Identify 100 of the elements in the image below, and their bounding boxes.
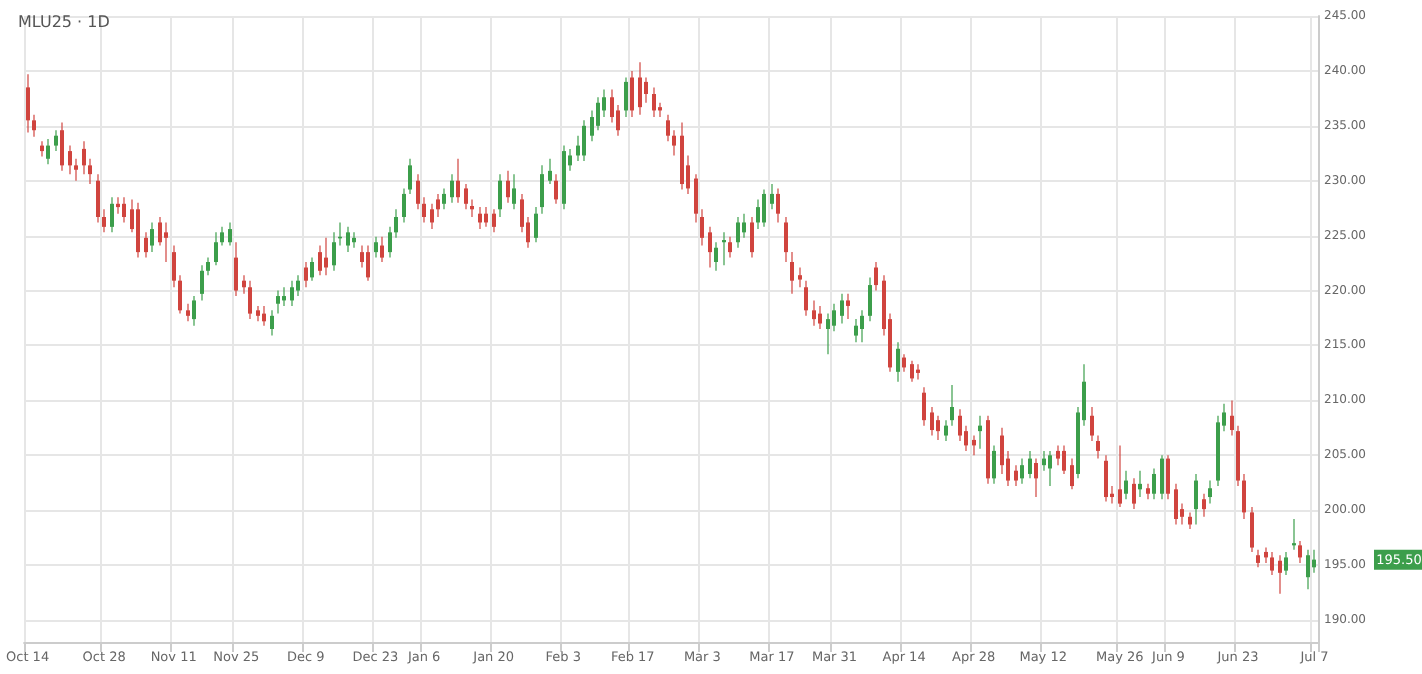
candlestick (96, 173, 100, 224)
candlestick (944, 419, 948, 442)
candlestick (1104, 454, 1108, 503)
candlestick (136, 202, 140, 259)
chart-title: MLU25 · 1D (18, 13, 110, 31)
candlestick (750, 216, 754, 259)
candlestick (54, 129, 58, 152)
candlestick (26, 73, 30, 134)
candlestick (1056, 444, 1060, 466)
candlestick (1160, 454, 1164, 500)
candlestick (854, 318, 858, 343)
candlestick (658, 102, 662, 118)
candlestick (728, 236, 732, 259)
candlestick (290, 280, 294, 307)
candlestick (638, 61, 642, 116)
candlestick (68, 144, 72, 175)
candlestick (860, 309, 864, 343)
candlestick (442, 187, 446, 210)
candlestick (1208, 479, 1212, 505)
candlestick (1312, 549, 1316, 574)
candlestick (1270, 551, 1274, 576)
candlestick (116, 196, 120, 215)
candlestick (582, 119, 586, 162)
candlestick (540, 164, 544, 215)
candlestick (630, 70, 634, 118)
candlestick (1132, 477, 1136, 510)
candlestick (1174, 483, 1178, 526)
candlestick (736, 216, 740, 249)
candlestick (874, 261, 878, 292)
candlestick (1034, 457, 1038, 498)
candlestick (234, 241, 238, 297)
candlestick (868, 276, 872, 322)
candlestick (1152, 467, 1156, 500)
candlestick (554, 173, 558, 205)
candlestick (248, 280, 252, 320)
candlestick (360, 244, 364, 269)
candlestick (456, 158, 460, 204)
candlestick (214, 231, 218, 266)
candlestick (512, 173, 516, 210)
candlestick (346, 226, 350, 253)
candlestick (784, 216, 788, 263)
candlestick (936, 415, 940, 441)
candlestick (1202, 493, 1206, 518)
candlestick (1062, 444, 1066, 475)
candlestick (318, 244, 322, 276)
candlestick (366, 244, 370, 282)
candlestick (652, 86, 656, 118)
candlestick (1250, 506, 1254, 553)
candlestick (484, 206, 488, 228)
candlestick (1020, 457, 1024, 485)
candlestick (1048, 450, 1052, 487)
candlestick (910, 360, 914, 383)
candlestick (1096, 434, 1100, 460)
candlestick (1146, 483, 1150, 500)
candlestick (228, 221, 232, 247)
candlestick (192, 295, 196, 327)
candlestick (262, 305, 266, 327)
candlestick (548, 158, 552, 185)
candlestick (930, 406, 934, 437)
candlestick (464, 183, 468, 210)
candlestick (1278, 554, 1282, 595)
candlestick (256, 305, 260, 322)
candlestick (1124, 470, 1128, 500)
candlestick (992, 444, 996, 485)
candlestick (714, 241, 718, 272)
candlestick (186, 303, 190, 322)
candlestick (1118, 444, 1122, 508)
candlestick (478, 206, 482, 230)
candlestick (534, 206, 538, 243)
candlestick (846, 293, 850, 320)
candlestick (790, 251, 794, 295)
candlestick (1306, 549, 1310, 590)
candlestick (506, 170, 510, 204)
candlestick (840, 293, 844, 325)
candlestick (770, 183, 774, 210)
candlestick (498, 173, 502, 218)
candlestick (1090, 406, 1094, 442)
candlestick (896, 341, 900, 383)
candlestick (60, 121, 64, 172)
candlestick (812, 299, 816, 327)
candlestick (972, 434, 976, 456)
candlestick (978, 415, 982, 450)
candlestick (818, 305, 822, 330)
candlestick (756, 198, 760, 230)
candlestick (624, 76, 628, 118)
candlestick (1014, 464, 1018, 487)
candlestick (950, 384, 954, 427)
candlestick (46, 138, 50, 165)
candlestick (1298, 540, 1302, 564)
candlestick (40, 140, 44, 158)
candlestick (1284, 551, 1288, 576)
candlestick (916, 363, 920, 381)
candlestick (122, 196, 126, 224)
candlestick (922, 386, 926, 427)
candlestick (1070, 457, 1074, 490)
candlestick (1028, 450, 1032, 479)
candlestick (492, 208, 496, 233)
candlestick (380, 236, 384, 263)
candlestick (310, 257, 314, 282)
candlestick (276, 289, 280, 315)
